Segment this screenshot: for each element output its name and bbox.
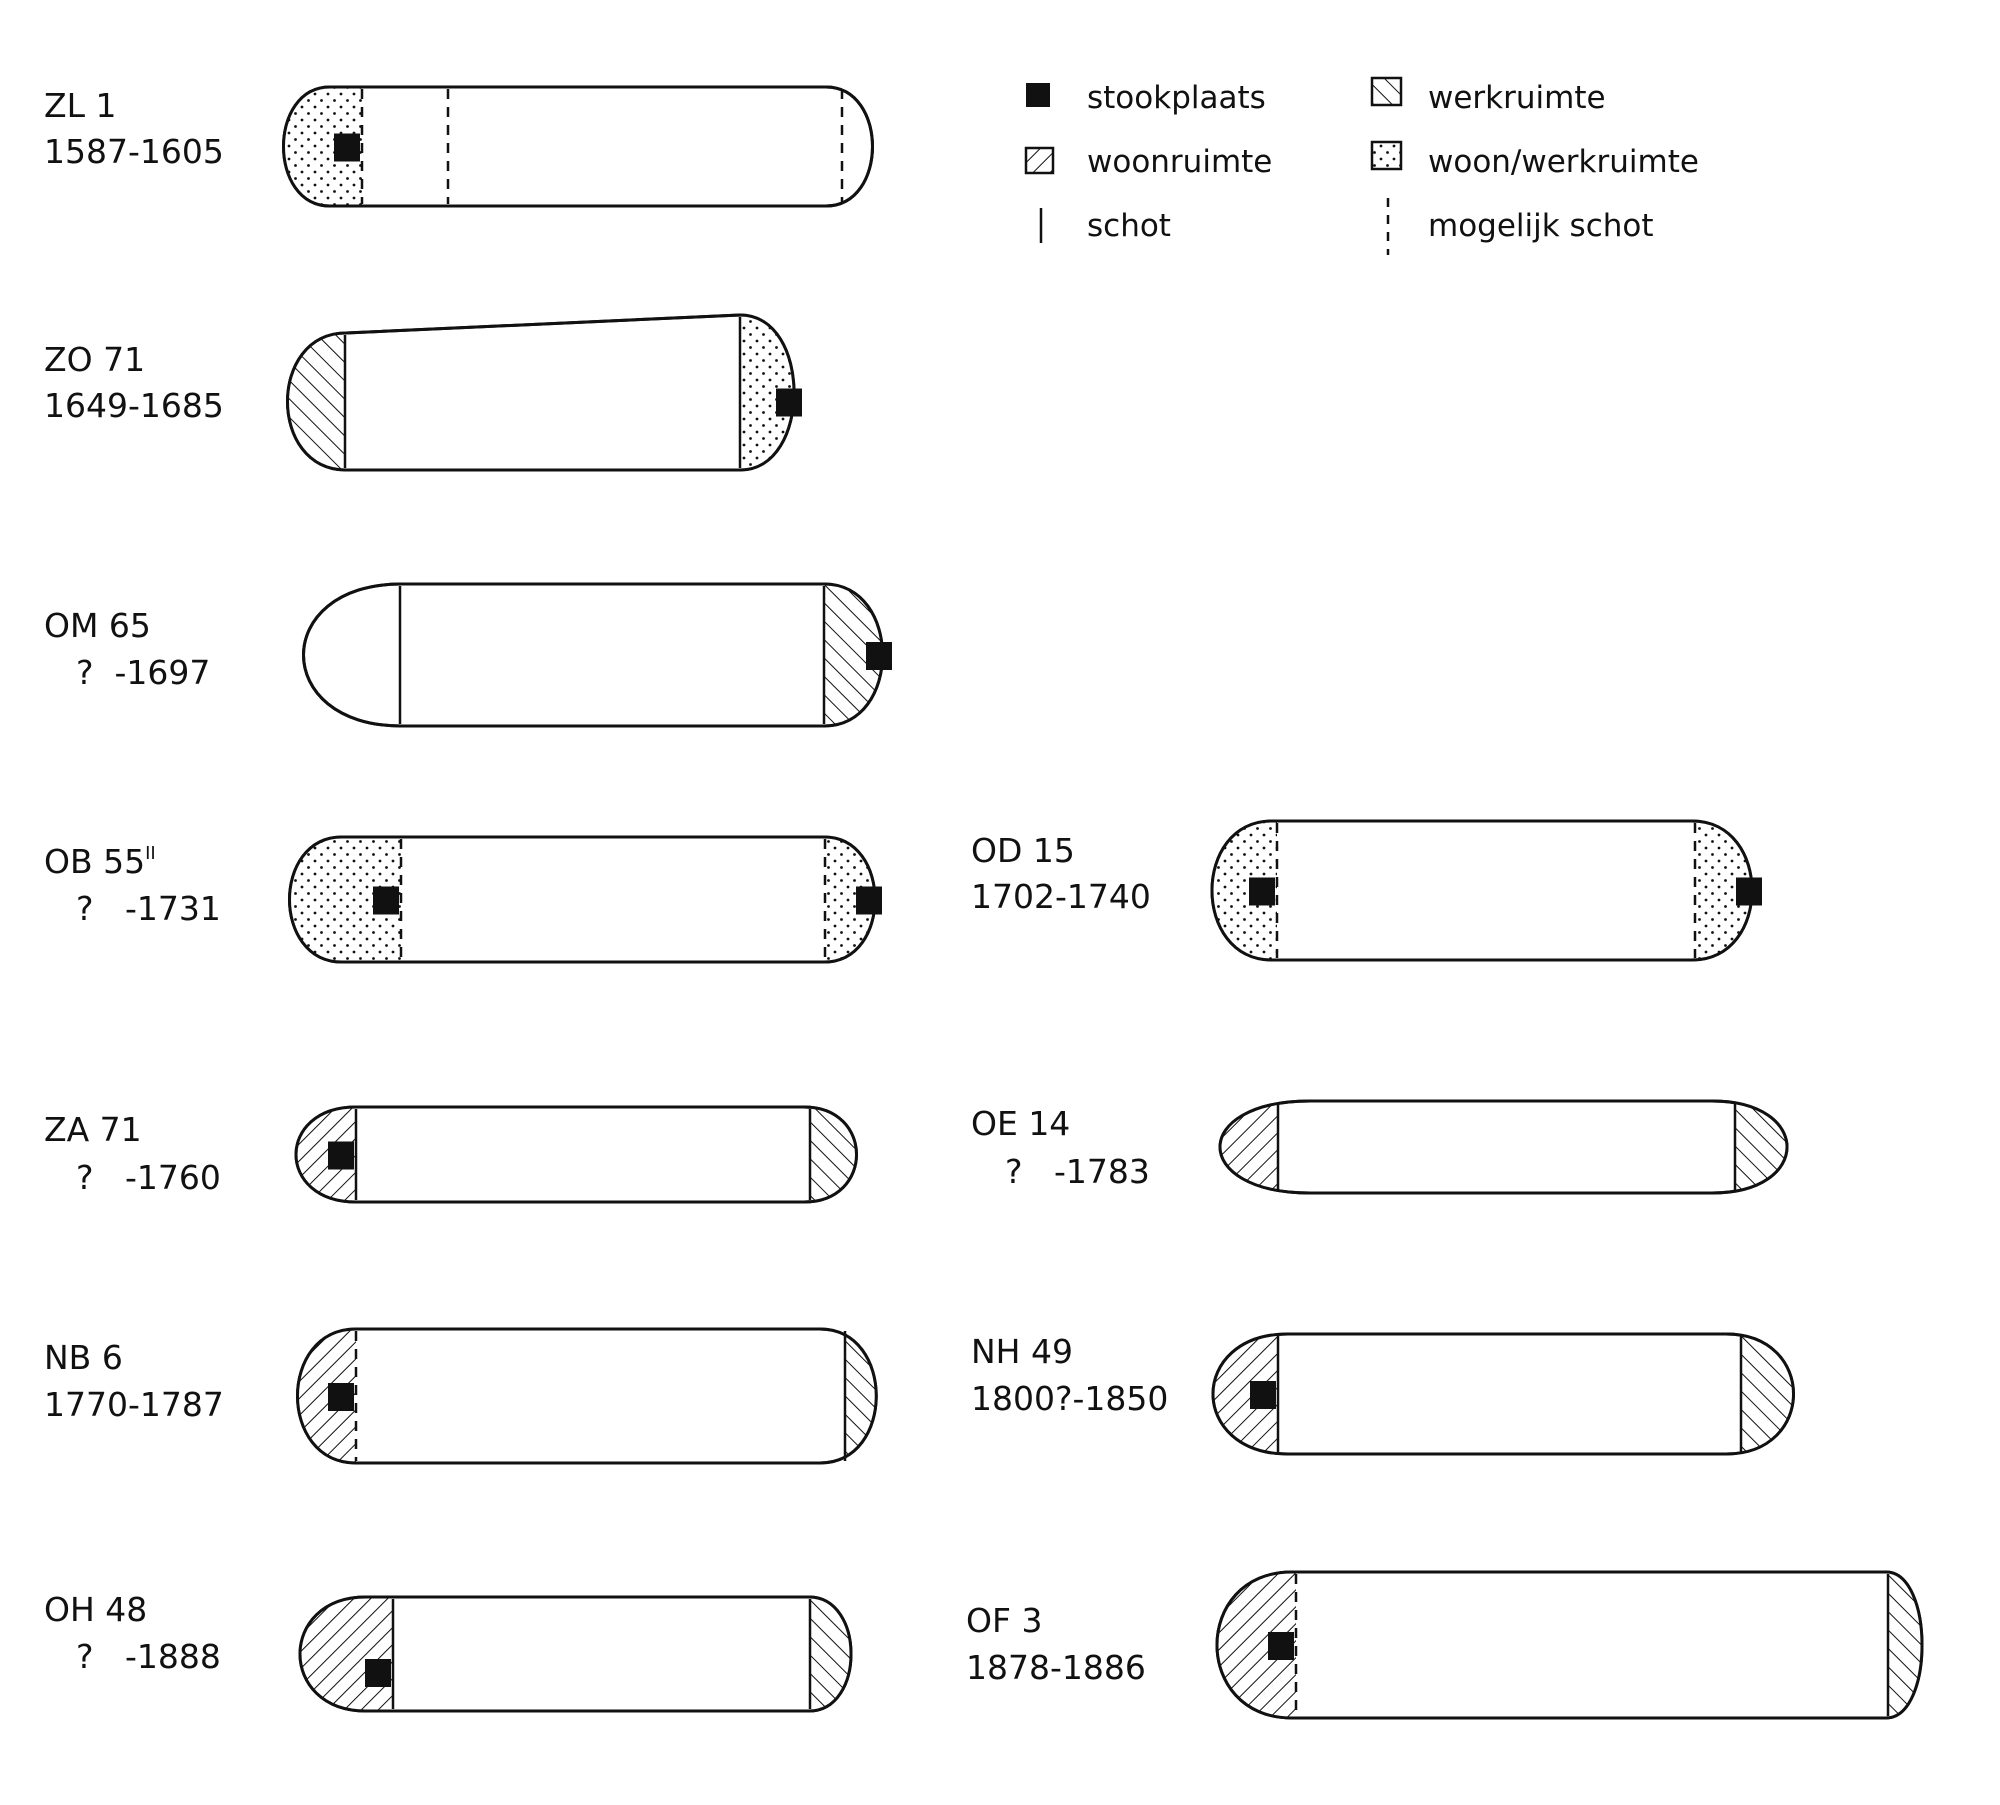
boat-name-ob55: OB 55II — [44, 842, 156, 881]
hull-edge — [1215, 1570, 1924, 1720]
boat-od15 — [1210, 819, 1762, 962]
stove-left — [365, 1659, 391, 1687]
boat-date-of3: 1878-1886 — [966, 1648, 1146, 1687]
zone-left-werk — [287, 315, 345, 470]
zone-right-werk — [1741, 1334, 1794, 1454]
hull-edge — [294, 1105, 858, 1204]
woonwerk-swatch — [1370, 140, 1403, 171]
legend-label: woon/werkruimte — [1428, 144, 1699, 180]
zone-right-werk — [810, 1597, 851, 1711]
hull-edge — [1210, 819, 1754, 962]
hull-edge — [296, 1327, 878, 1465]
legend-label: schot — [1087, 208, 1171, 244]
boat-date-zl1: 1587-1605 — [44, 132, 224, 171]
stove-right — [856, 886, 882, 915]
hull-edge — [286, 313, 796, 472]
hull-outline — [296, 1327, 878, 1465]
boat-name-ob55-main: OB 55 — [44, 842, 145, 881]
hull-edge — [302, 582, 884, 728]
stove-left — [328, 1141, 354, 1170]
stove-swatch — [1026, 83, 1050, 107]
zone-right-werk — [845, 1329, 877, 1463]
stove-left — [334, 133, 360, 162]
legend-label: mogelijk schot — [1428, 208, 1654, 244]
boat-date-za71: ? -1760 — [76, 1158, 221, 1197]
hull-outline — [1215, 1570, 1924, 1720]
boat-date-om65: ? -1697 — [76, 653, 210, 692]
boat-plans — [282, 85, 1924, 1720]
hull-outline — [294, 1105, 858, 1204]
zone-right-werk — [810, 1107, 857, 1202]
legend: stookplaats woonruimte schot werkruimte … — [1024, 76, 1699, 255]
zone-left-woon — [1220, 1101, 1278, 1193]
legend-label: woonruimte — [1087, 144, 1272, 180]
boat-name-of3: OF 3 — [966, 1601, 1042, 1640]
legend-label: stookplaats — [1087, 80, 1266, 116]
boat-date-nb6: 1770-1787 — [44, 1385, 224, 1424]
legend-item-woonruimte: woonruimte — [1024, 144, 1272, 180]
boat-date-zo71: 1649-1685 — [44, 386, 224, 425]
stove-left — [373, 886, 399, 915]
hull-outline — [302, 582, 884, 728]
boat-name-od15: OD 15 — [971, 831, 1075, 870]
zone-right-werk — [1735, 1101, 1787, 1193]
boat-date-ob55: ? -1731 — [76, 889, 221, 928]
boat-name-oe14: OE 14 — [971, 1104, 1070, 1143]
boat-ob55 — [288, 835, 882, 964]
hull-outline — [282, 85, 874, 208]
boat-zl1 — [282, 85, 874, 208]
boat-za71 — [294, 1105, 858, 1204]
boat-oe14 — [1218, 1099, 1789, 1195]
boat-name-zl1: ZL 1 — [44, 86, 116, 125]
boat-zo71 — [286, 313, 802, 472]
boat-om65 — [302, 582, 892, 728]
stove-right — [866, 642, 892, 670]
legend-item-mogelijk-schot: mogelijk schot — [1386, 198, 1654, 255]
hull-outline — [1211, 1332, 1795, 1456]
legend-item-stookplaats: stookplaats — [1026, 80, 1266, 116]
boat-of3 — [1215, 1570, 1924, 1720]
hull-edge — [298, 1595, 853, 1713]
boat-name-om65: OM 65 — [44, 606, 151, 645]
boat-name-nb6: NB 6 — [44, 1338, 123, 1377]
legend-item-werkruimte: werkruimte — [1370, 76, 1606, 116]
hull-edge — [288, 835, 877, 964]
hull-outline — [1210, 819, 1754, 962]
hull-edge — [1218, 1099, 1789, 1195]
hull-outline — [286, 313, 796, 472]
boat-name-oh48: OH 48 — [44, 1590, 147, 1629]
boat-date-od15: 1702-1740 — [971, 877, 1151, 916]
boat-date-oh48: ? -1888 — [76, 1637, 221, 1676]
boat-date-oe14: ? -1783 — [1005, 1152, 1150, 1191]
boat-labels: ZL 1 1587-1605 ZO 71 1649-1685 OM 65 ? -… — [44, 86, 1168, 1687]
werk-swatch — [1370, 76, 1403, 107]
hull-edge — [1211, 1332, 1795, 1456]
stove-left — [1250, 1381, 1276, 1409]
stove-left — [1268, 1632, 1294, 1660]
zone-left-woon — [300, 1597, 393, 1711]
legend-item-schot: schot — [1039, 208, 1171, 244]
stove-left — [328, 1383, 354, 1411]
legend-label: werkruimte — [1428, 80, 1606, 116]
legend-item-woon-werkruimte: woon/werkruimte — [1370, 140, 1699, 180]
stove-right — [776, 388, 802, 417]
hull-outline — [1218, 1099, 1789, 1195]
boat-name-zo71: ZO 71 — [44, 340, 145, 379]
woon-swatch — [1024, 146, 1055, 175]
boat-name-ob55-sup: II — [145, 843, 156, 864]
boat-oh48 — [298, 1595, 853, 1713]
boat-name-za71: ZA 71 — [44, 1110, 142, 1149]
stove-right — [1736, 877, 1762, 906]
boat-nb6 — [296, 1327, 878, 1465]
hull-edge — [282, 85, 874, 208]
boat-nh49 — [1211, 1332, 1795, 1456]
boat-name-nh49: NH 49 — [971, 1332, 1073, 1371]
stove-left — [1249, 877, 1275, 906]
boat-date-nh49: 1800?-1850 — [971, 1379, 1168, 1418]
